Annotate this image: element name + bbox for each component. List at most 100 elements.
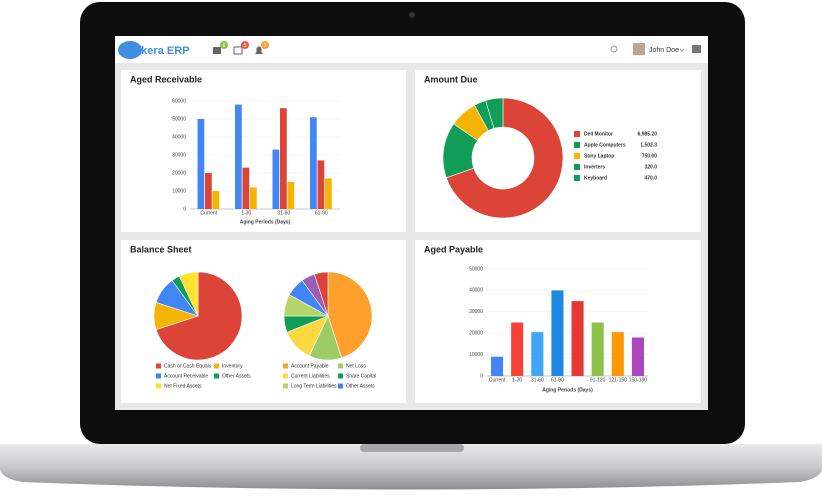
menu-icon[interactable]	[213, 47, 221, 54]
logo: Deskera ERP	[121, 45, 190, 57]
legend-swatch	[574, 175, 580, 181]
value-label: 750.00	[642, 153, 658, 159]
camera	[409, 12, 415, 18]
x-tick-label: 1-30	[512, 377, 522, 383]
slice	[485, 97, 504, 129]
top-bar	[115, 36, 708, 63]
legend-swatch	[574, 164, 580, 170]
legend-label: Share Capital	[346, 373, 376, 379]
x-axis-label: Aging Periods (Days)	[240, 219, 291, 225]
avatar[interactable]	[633, 43, 645, 55]
legend-swatch	[574, 142, 580, 148]
panel-title: Amount Due	[424, 74, 478, 84]
x-tick-label: 91-120	[590, 377, 606, 383]
panel-title: Aged Payable	[424, 244, 483, 254]
x-tick-label: 31-60	[531, 377, 544, 383]
bar	[317, 160, 325, 209]
bell-icon[interactable]	[255, 46, 263, 55]
badge-count: 5	[244, 43, 247, 49]
legend-swatch	[338, 383, 343, 389]
hinge-notch	[360, 444, 464, 452]
user-name[interactable]: John Doe	[649, 47, 679, 54]
y-tick-label: 20000	[469, 331, 483, 337]
x-tick-label: 121-150	[609, 377, 628, 383]
badge	[220, 41, 228, 49]
y-tick-label: 40000	[172, 134, 186, 140]
y-tick-label: 30000	[469, 309, 483, 315]
slice	[314, 271, 329, 317]
x-tick-label: 61-90	[551, 377, 564, 383]
panel	[121, 70, 406, 232]
badge	[261, 41, 269, 49]
badge	[241, 41, 249, 49]
legend-label: Net Fixed Assets	[164, 383, 202, 389]
panel-title: Balance Sheet	[130, 244, 192, 254]
y-tick-label: 10000	[172, 188, 186, 194]
legend-swatch	[338, 363, 343, 369]
bar	[325, 178, 332, 209]
x-tick-label: Current	[200, 210, 217, 216]
x-tick-label: Current	[489, 377, 506, 383]
value-label: 6,985.20	[638, 131, 658, 137]
legend-label: Other Assets	[222, 373, 251, 379]
legend-swatch	[574, 153, 580, 159]
slice	[327, 271, 373, 359]
value-label: 1,502.3	[640, 142, 657, 148]
logo-cloud	[118, 41, 142, 59]
legend-swatch	[283, 363, 288, 369]
bar	[280, 108, 287, 209]
y-tick-label: 0	[183, 206, 186, 212]
charts: Aged Receivable 0 10000 20000 30000 40000 5000…	[130, 74, 657, 393]
laptop-base	[0, 444, 822, 490]
panel-title: Aged Receivable	[130, 74, 202, 84]
bar	[235, 104, 242, 209]
legend-label: Dell Monitor	[584, 131, 613, 137]
y-tick-label: 0	[480, 373, 483, 379]
bar	[250, 187, 257, 209]
slice	[445, 97, 564, 219]
badge-count: 6	[223, 43, 226, 49]
slice	[178, 271, 199, 317]
dropdown-caret[interactable]	[679, 48, 685, 52]
y-tick-label: 50000	[172, 116, 186, 122]
search-icon[interactable]	[610, 45, 618, 53]
legend-swatch	[283, 383, 288, 389]
legend-label: Inventory	[222, 363, 243, 369]
mail-icon[interactable]	[233, 46, 243, 55]
x-tick-label: 1-30	[241, 210, 251, 216]
legend-label: Sony Laptop	[584, 153, 614, 159]
y-tick-label: 10000	[469, 352, 483, 358]
bar	[197, 119, 205, 209]
value-label: 320.0	[644, 164, 657, 170]
bar	[205, 173, 212, 209]
legend-label: Other Assets	[346, 383, 375, 389]
y-tick-label: 30000	[172, 152, 186, 158]
x-tick-label: 31-60	[277, 210, 290, 216]
bar	[242, 167, 250, 209]
legend-swatch	[338, 373, 343, 379]
bar	[531, 332, 544, 376]
bar	[631, 337, 644, 376]
legend-label: Account Receivable	[164, 373, 208, 379]
legend-label: Net Loss	[346, 363, 366, 369]
legend-swatch	[574, 131, 580, 137]
y-tick-label: 20000	[172, 170, 186, 176]
bar	[571, 301, 584, 376]
settings-icon[interactable]	[692, 45, 701, 53]
legend-swatch	[283, 373, 288, 379]
legend-swatch	[156, 383, 161, 389]
legend-label: Account Payable	[291, 363, 329, 369]
legend-swatch	[214, 363, 219, 369]
bar	[212, 191, 220, 209]
legend-label: Current Liabilities	[291, 373, 330, 379]
bar	[310, 117, 317, 209]
bar	[591, 322, 604, 376]
x-tick-label: 61-90	[315, 210, 328, 216]
bar	[511, 322, 524, 376]
bar	[551, 290, 564, 376]
legend-label: Inverters	[584, 164, 605, 170]
legend-label: Keyboard	[584, 175, 607, 181]
slice	[155, 271, 243, 361]
value-label: 470.0	[644, 175, 657, 181]
